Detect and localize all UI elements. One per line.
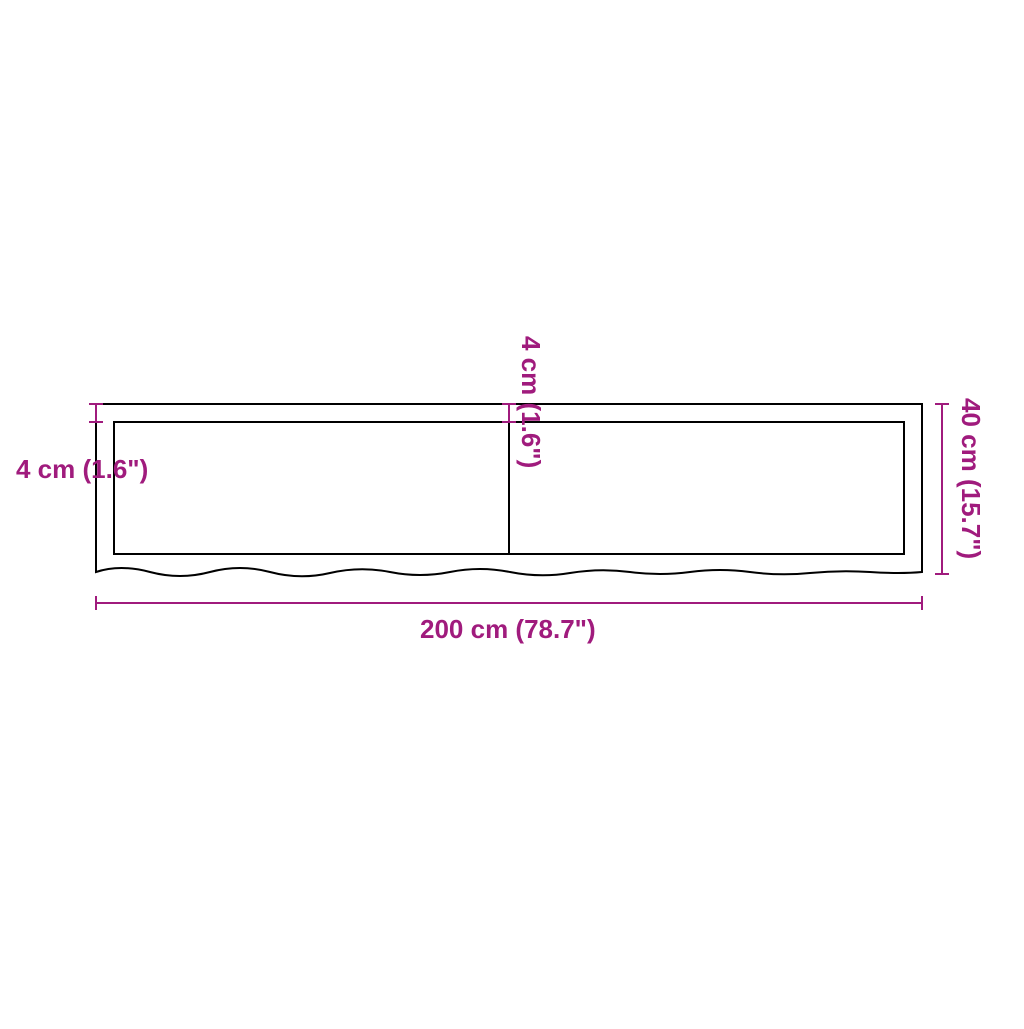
height-label: 40 cm (15.7")	[955, 398, 986, 559]
width-label: 200 cm (78.7")	[420, 614, 596, 645]
inner-rectangle-left	[114, 422, 509, 554]
dimension-diagram: 200 cm (78.7") 40 cm (15.7") 4 cm (1.6")…	[0, 0, 1024, 1024]
inner-rectangle-right	[509, 422, 904, 554]
border-left-label: 4 cm (1.6")	[16, 454, 148, 485]
border-center-label: 4 cm (1.6")	[515, 336, 546, 468]
diagram-svg	[0, 0, 1024, 1024]
